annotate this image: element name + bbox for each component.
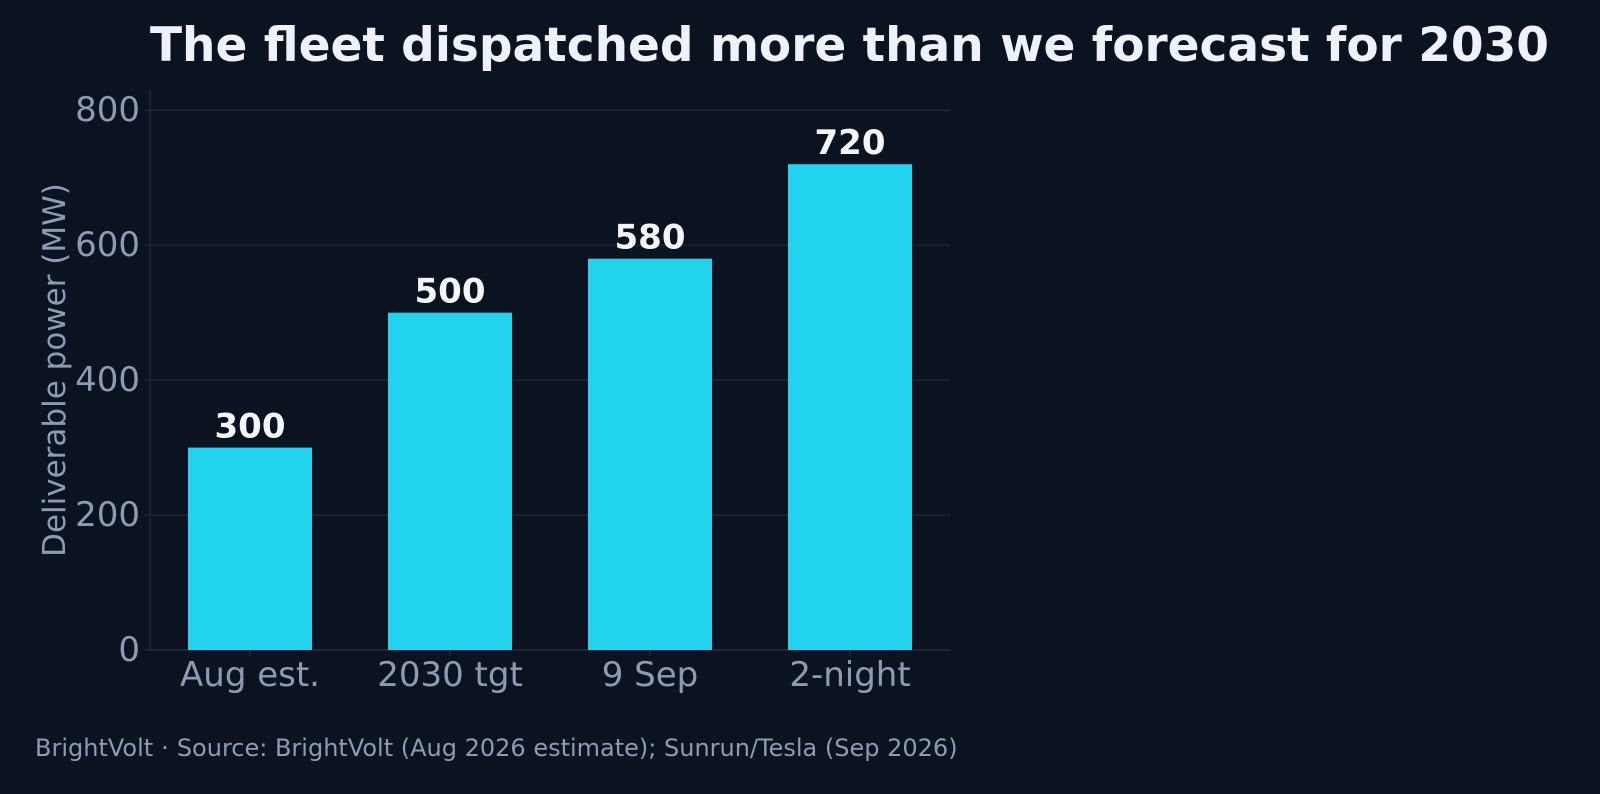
data-labels: 300 500 580 720 [215, 123, 886, 446]
y-tick-label: 200 [75, 495, 140, 535]
footer-source-note: BrightVolt · Source: BrightVolt (Aug 2026 … [35, 736, 958, 760]
footer-brand: BrightVolt [35, 734, 154, 762]
bar-2-night [788, 164, 912, 651]
y-tick-label: 800 [75, 90, 140, 130]
bar-value-label: 720 [815, 123, 886, 163]
y-tick-label: 0 [118, 630, 140, 670]
x-tick-label: Aug est. [180, 655, 320, 695]
bar-9-sep [588, 258, 712, 650]
bar-value-label: 580 [615, 218, 686, 258]
bar-2030-tgt [388, 312, 512, 650]
footer-separator: · [161, 734, 169, 762]
x-tick-label: 9 Sep [602, 655, 699, 695]
x-tick-label: 2030 tgt [377, 655, 523, 695]
tick-labels: 0 200 400 600 800 Aug est. 2030 tgt 9 Sep 2-nigh… [75, 90, 911, 695]
bars [188, 164, 912, 651]
y-axis-label: Deliverable power (MW) [37, 183, 73, 557]
x-tick-label: 2-night [789, 655, 910, 695]
y-tick-label: 400 [75, 360, 140, 400]
y-tick-label: 600 [75, 225, 140, 265]
bar-aug-est- [188, 447, 312, 650]
chart-title: The fleet dispatched more than we foreca… [150, 18, 1550, 73]
footer-source: Source: BrightVolt (Aug 2026 estimate); … [176, 734, 958, 762]
bar-value-label: 500 [415, 272, 486, 312]
bar-value-label: 300 [215, 407, 286, 447]
